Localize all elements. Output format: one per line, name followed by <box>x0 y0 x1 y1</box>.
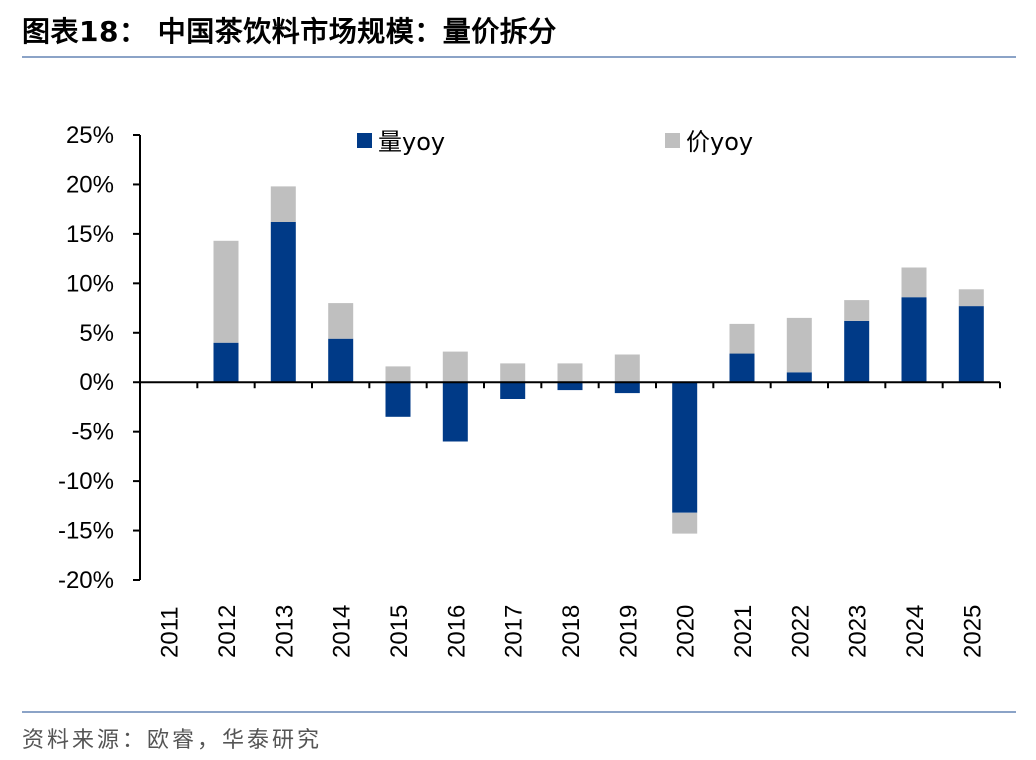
x-tick-label: 2012 <box>214 605 241 658</box>
x-tick-label: 2011 <box>157 606 184 658</box>
bar-volume-yoy <box>385 382 411 417</box>
x-tick-label: 2022 <box>787 605 814 658</box>
x-tick-label: 2020 <box>673 605 700 658</box>
x-tick-label: 2025 <box>959 605 986 658</box>
x-tick-label: 2014 <box>329 605 356 658</box>
y-tick-label: 15% <box>66 221 114 248</box>
bar-price-yoy <box>328 303 354 339</box>
bar-volume-yoy <box>557 382 583 391</box>
bar-volume-yoy <box>901 297 927 383</box>
x-tick-label: 2018 <box>558 605 585 658</box>
bar-price-yoy <box>729 323 755 354</box>
y-tick-label: -20% <box>58 567 114 594</box>
legend: 量yoy 价yoy <box>357 128 753 156</box>
bar-price-yoy <box>786 317 812 373</box>
source-divider <box>22 711 1016 713</box>
bar-volume-yoy <box>442 382 468 442</box>
bar-price-yoy <box>500 363 526 383</box>
bar-price-yoy <box>901 267 927 298</box>
chart-title: 图表18： 中国茶饮料市场规模：量价拆分 <box>22 15 557 48</box>
title-divider <box>22 56 1016 58</box>
y-tick-label: -10% <box>58 468 114 495</box>
y-tick-label: 20% <box>66 171 114 198</box>
bar-price-yoy <box>958 289 984 307</box>
x-tick-label: 2015 <box>386 605 413 658</box>
legend-label-volume: 量yoy <box>378 128 445 156</box>
bar-price-yoy <box>614 354 640 383</box>
y-tick-label: 0% <box>79 369 114 396</box>
bar-price-yoy <box>557 363 583 383</box>
bar-price-yoy <box>442 351 468 383</box>
stacked-bar-chart: 25% 20% 15% 10% 5% 0% -5% -10% -15% -20% 2011 2012… <box>58 122 1001 658</box>
bar-price-yoy <box>270 186 296 222</box>
bar-volume-yoy <box>328 338 354 383</box>
bar-volume-yoy <box>614 382 640 394</box>
x-tick-label: 2017 <box>501 605 528 658</box>
bar-volume-yoy <box>500 382 526 399</box>
bar-price-yoy <box>672 512 698 534</box>
y-tick-label: -15% <box>58 518 114 545</box>
legend-label-price: 价yoy <box>686 128 753 156</box>
y-axis: 25% 20% 15% 10% 5% 0% -5% -10% -15% -20% <box>58 122 141 594</box>
legend-swatch-volume <box>357 133 372 148</box>
x-axis: 2011 2012 2013 2014 2015 2016 2017 2018 2019 2020… <box>139 381 1001 658</box>
x-tick-label: 2016 <box>443 605 470 658</box>
x-tick-label: 2023 <box>845 605 872 658</box>
y-tick-label: 25% <box>66 122 114 149</box>
bar-price-yoy <box>844 300 870 321</box>
bar-group <box>213 186 984 534</box>
legend-swatch-price <box>665 133 680 148</box>
bar-volume-yoy <box>270 222 296 383</box>
y-tick-label: 5% <box>79 320 114 347</box>
x-tick-label: 2019 <box>615 605 642 658</box>
bar-volume-yoy <box>213 342 239 383</box>
x-tick-label: 2021 <box>730 605 757 658</box>
bar-volume-yoy <box>844 320 870 383</box>
x-tick-label: 2013 <box>271 605 298 658</box>
bar-volume-yoy <box>786 372 812 383</box>
bar-volume-yoy <box>729 353 755 383</box>
source-note: 资料来源：欧睿，华泰研究 <box>22 728 323 753</box>
bar-price-yoy <box>213 240 239 343</box>
bar-volume-yoy <box>672 382 698 513</box>
y-tick-label: 10% <box>66 270 114 297</box>
bar-volume-yoy <box>958 306 984 383</box>
bar-price-yoy <box>385 366 411 383</box>
y-tick-label: -5% <box>71 419 114 446</box>
x-tick-label: 2024 <box>902 605 929 658</box>
